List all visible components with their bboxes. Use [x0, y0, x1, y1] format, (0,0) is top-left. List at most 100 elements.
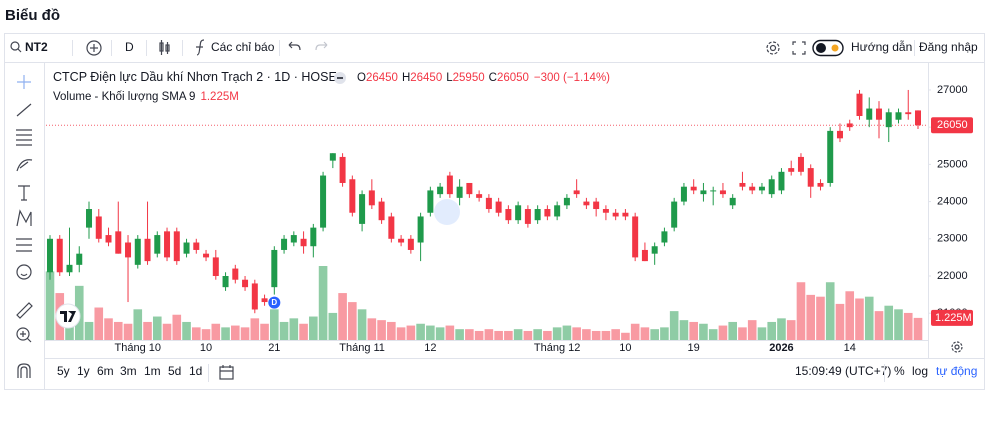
text-tool[interactable]: [18, 185, 30, 201]
volume-bar: [143, 321, 152, 340]
volume-bar: [318, 266, 328, 340]
login-button[interactable]: Đăng nhập: [919, 40, 978, 54]
volume-bar: [533, 329, 542, 340]
candle-body: [836, 130, 843, 139]
theme-toggle[interactable]: [812, 39, 844, 57]
percent-toggle[interactable]: %: [894, 364, 905, 378]
settings-button[interactable]: [766, 41, 780, 55]
candle-body: [485, 197, 492, 210]
ruler-tool[interactable]: [16, 302, 33, 319]
goto-date-button[interactable]: [219, 365, 234, 380]
time-range-button[interactable]: 1m: [144, 364, 161, 378]
redo-button[interactable]: [315, 41, 328, 51]
candle-body: [729, 197, 736, 206]
volume-bar: [357, 309, 367, 340]
tv-logo: [55, 303, 81, 329]
x-tick-label: 21: [268, 342, 280, 354]
ohlc-key: H: [402, 72, 410, 84]
time-range-button[interactable]: 6m: [97, 364, 114, 378]
candle-body: [505, 209, 512, 221]
x-tick-label: 10: [619, 342, 631, 354]
ohlc-key: L: [446, 72, 453, 84]
volume-bar: [484, 329, 494, 340]
brush-tool[interactable]: [16, 159, 33, 172]
candle-body: [856, 93, 863, 116]
candle-body: [398, 238, 405, 243]
volume-bar: [777, 318, 786, 340]
page-title: Biểu đồ: [5, 7, 60, 24]
crosshair-tool[interactable]: [17, 75, 31, 89]
candle-body: [105, 235, 112, 243]
candle-body: [515, 205, 522, 221]
time-range-button[interactable]: 5y: [57, 364, 70, 378]
volume-bar: [201, 329, 211, 340]
interval-button[interactable]: D: [125, 40, 134, 54]
compare-button[interactable]: [86, 40, 102, 56]
plot-area: 21000220002300024000250002600027000Tháng…: [45, 70, 973, 354]
ohlc-key: C: [489, 72, 497, 84]
candle-body: [251, 283, 258, 310]
candle-body: [154, 235, 161, 254]
axis-settings-button[interactable]: [951, 341, 963, 353]
trend-line-tool[interactable]: [16, 103, 32, 117]
indicators-button[interactable]: Các chỉ báo: [196, 39, 275, 56]
pattern-tool[interactable]: [16, 209, 32, 227]
y-tick-label: 24000: [937, 195, 968, 207]
volume-bar: [367, 318, 377, 340]
candle-body: [349, 179, 356, 213]
volume-bar: [84, 321, 94, 340]
candle-body: [573, 190, 580, 195]
candle-body: [281, 238, 288, 250]
candle-body: [739, 182, 746, 187]
time-range-button[interactable]: 1y: [77, 364, 90, 378]
auto-toggle[interactable]: tự động: [936, 364, 977, 378]
candle-body: [368, 190, 375, 206]
indicators-label[interactable]: Các chỉ báo: [211, 40, 275, 54]
volume-bar: [718, 325, 728, 340]
time-range-button[interactable]: 1d: [189, 364, 202, 378]
candle-body: [866, 108, 873, 120]
x-tick-label: Tháng 11: [339, 342, 385, 354]
time-ranges: 5y 1y 6m 3m 1m 5d 1d: [57, 364, 202, 378]
magnet-tool[interactable]: [17, 363, 31, 378]
candle-body: [271, 249, 278, 288]
symbol[interactable]: NT2: [25, 40, 48, 54]
symbol-search[interactable]: NT2: [10, 40, 48, 54]
volume-bar: [348, 302, 357, 340]
undo-button[interactable]: [288, 41, 301, 51]
volume-bar: [903, 312, 913, 340]
event-marker-label[interactable]: D: [271, 298, 277, 307]
projection-tool[interactable]: [16, 238, 32, 252]
candle-body: [593, 201, 600, 210]
log-toggle[interactable]: log: [912, 364, 928, 378]
volume-bar: [864, 296, 874, 340]
volume-value: 1.225M: [200, 91, 238, 103]
time-range-button[interactable]: 5d: [168, 364, 181, 378]
last-price-badge: [931, 117, 973, 134]
volume-bar: [767, 321, 777, 340]
volume-bar: [260, 323, 269, 340]
candle-body: [203, 253, 210, 258]
fib-tool[interactable]: [16, 129, 32, 146]
volume-bar: [455, 329, 464, 340]
volume-bar: [250, 318, 260, 340]
candle-body: [66, 264, 73, 273]
volume-bar: [338, 293, 347, 340]
volume-bar: [113, 321, 123, 340]
volume-bar: [835, 303, 845, 340]
volume-badge: [931, 309, 973, 326]
candle-body: [320, 175, 327, 228]
zoom-tool[interactable]: [16, 327, 32, 343]
guide-button[interactable]: Hướng dẫn: [851, 39, 912, 54]
volume-bar: [591, 330, 601, 340]
chart-style-button[interactable]: [159, 40, 170, 55]
x-tick-label: 10: [200, 342, 212, 354]
emoji-tool[interactable]: [16, 264, 32, 280]
volume-bar: [786, 320, 796, 340]
event-marker[interactable]: [268, 296, 281, 309]
time-range-button[interactable]: 3m: [120, 364, 137, 378]
candle-body: [427, 190, 434, 213]
legend-title-row: CTCP Điện lực Dầu khí Nhơn Trạch 2 · 1D …: [53, 70, 337, 84]
fullscreen-button[interactable]: [792, 41, 806, 55]
candle-body: [300, 238, 307, 247]
